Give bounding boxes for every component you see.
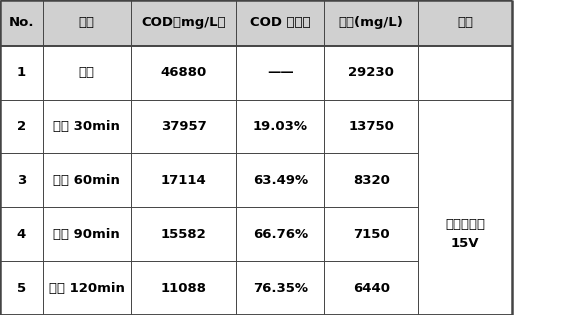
- Text: 76.35%: 76.35%: [253, 282, 308, 295]
- Text: ——: ——: [267, 66, 294, 79]
- Text: COD 去除率: COD 去除率: [250, 16, 311, 29]
- Text: 29230: 29230: [348, 66, 394, 79]
- Text: 3: 3: [17, 174, 26, 187]
- Text: 15582: 15582: [160, 228, 207, 241]
- Text: 水样: 水样: [79, 16, 95, 29]
- Text: 63.49%: 63.49%: [253, 174, 308, 187]
- Bar: [0, 153, 43, 207]
- Text: 4: 4: [17, 228, 26, 241]
- Text: 6440: 6440: [353, 282, 390, 295]
- Bar: [0, 0, 43, 46]
- Text: 66.76%: 66.76%: [253, 228, 308, 241]
- Bar: [418, 261, 512, 315]
- Text: 处理 90min: 处理 90min: [53, 228, 120, 241]
- Bar: [236, 0, 324, 46]
- Bar: [418, 0, 512, 46]
- Bar: [131, 46, 236, 100]
- Bar: [0, 100, 43, 153]
- Text: 控制电压为
15V: 控制电压为 15V: [445, 218, 485, 250]
- Text: 19.03%: 19.03%: [253, 120, 308, 133]
- Bar: [236, 207, 324, 261]
- Bar: [418, 207, 512, 261]
- Text: No.: No.: [9, 16, 34, 29]
- Bar: [43, 46, 131, 100]
- Bar: [131, 100, 236, 153]
- Bar: [236, 261, 324, 315]
- Text: 17114: 17114: [160, 174, 207, 187]
- Bar: [324, 153, 418, 207]
- Bar: [418, 46, 512, 100]
- Text: 处理 60min: 处理 60min: [53, 174, 120, 187]
- Bar: [43, 153, 131, 207]
- Text: 8320: 8320: [353, 174, 390, 187]
- Text: 11088: 11088: [160, 282, 207, 295]
- Bar: [0, 46, 43, 100]
- Text: 备注: 备注: [457, 16, 473, 29]
- Bar: [324, 207, 418, 261]
- Text: 13750: 13750: [348, 120, 394, 133]
- Text: 37957: 37957: [160, 120, 207, 133]
- Bar: [131, 261, 236, 315]
- Bar: [43, 0, 131, 46]
- Bar: [131, 153, 236, 207]
- Bar: [418, 100, 512, 153]
- Bar: [236, 153, 324, 207]
- Text: 1: 1: [17, 66, 26, 79]
- Bar: [0, 261, 43, 315]
- Bar: [236, 46, 324, 100]
- Bar: [324, 100, 418, 153]
- Bar: [324, 0, 418, 46]
- Text: 2: 2: [17, 120, 26, 133]
- Bar: [236, 100, 324, 153]
- Text: 原水: 原水: [79, 66, 95, 79]
- Bar: [43, 100, 131, 153]
- Text: 总盐(mg/L): 总盐(mg/L): [339, 16, 404, 29]
- Text: 7150: 7150: [353, 228, 390, 241]
- Text: 处理 30min: 处理 30min: [53, 120, 120, 133]
- Text: 处理 120min: 处理 120min: [49, 282, 125, 295]
- Bar: [131, 0, 236, 46]
- Bar: [324, 261, 418, 315]
- Bar: [324, 46, 418, 100]
- Bar: [43, 261, 131, 315]
- Text: 46880: 46880: [160, 66, 207, 79]
- Bar: [418, 153, 512, 207]
- Text: 5: 5: [17, 282, 26, 295]
- Bar: [131, 207, 236, 261]
- Bar: [0, 207, 43, 261]
- Text: COD（mg/L）: COD（mg/L）: [141, 16, 226, 29]
- Bar: [43, 207, 131, 261]
